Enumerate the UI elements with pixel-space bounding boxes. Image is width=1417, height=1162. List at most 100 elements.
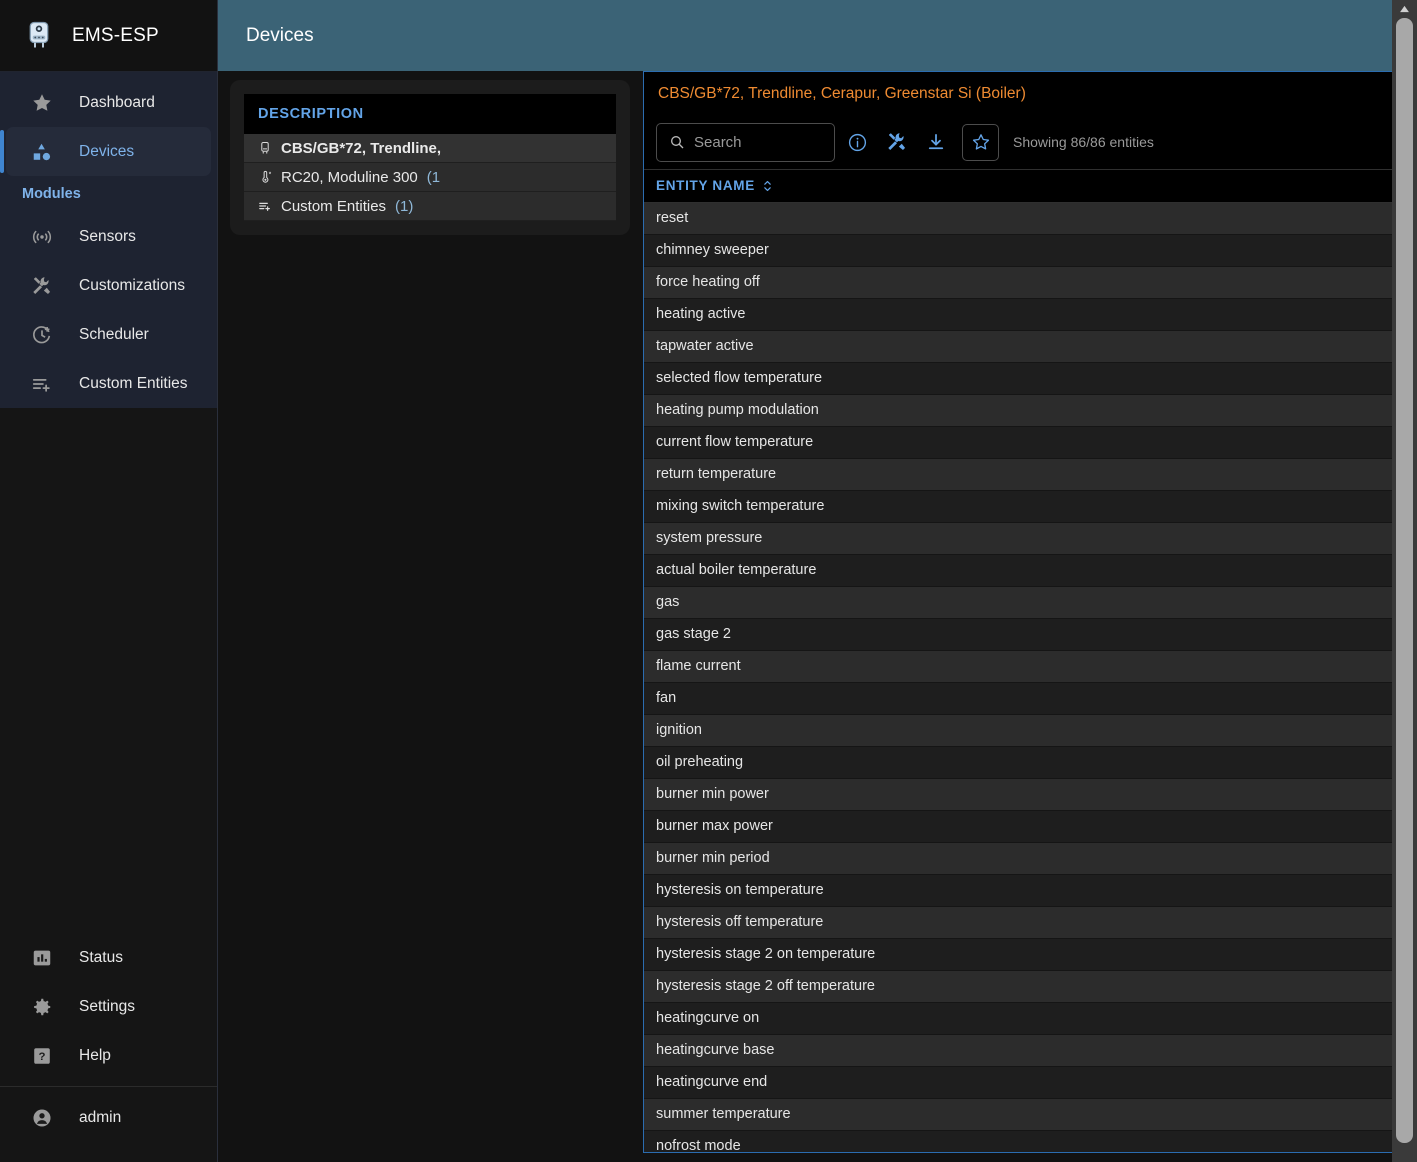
entity-name-cell: gas stage 2: [656, 626, 731, 643]
table-row[interactable]: mixing switch temperature0,0 °C: [644, 490, 1417, 523]
shapes-icon: [31, 141, 61, 163]
table-row[interactable]: chimney sweeper: [644, 234, 1417, 267]
sidebar-item-help[interactable]: ? Help: [6, 1031, 211, 1080]
help-icon: ?: [31, 1045, 61, 1067]
tools-icon[interactable]: [880, 126, 913, 159]
sidebar-item-devices[interactable]: Devices: [0, 127, 211, 176]
search-icon: [669, 134, 685, 150]
table-row[interactable]: return temperature51,8 °C: [644, 458, 1417, 491]
entities-table-body: reset chimney sweeper force heating offoff…: [644, 202, 1417, 1152]
device-entities-dialog: CBS/GB*72, Trendline, Cerapur, Greenstar…: [643, 71, 1417, 1153]
table-row[interactable]: ignitionoff: [644, 714, 1417, 747]
entity-name-cell: burner min power: [656, 786, 769, 803]
entity-name-cell: hysteresis off temperature: [656, 914, 824, 931]
topbar: Devices: [218, 0, 1417, 72]
gear-icon: [31, 996, 61, 1018]
chart-bar-icon: [31, 947, 61, 969]
page-title: Devices: [246, 24, 314, 46]
table-row[interactable]: selected flow temperature65,0 °C: [644, 362, 1417, 395]
table-row[interactable]: system pressure1,9 bar: [644, 522, 1417, 555]
table-row[interactable]: burner min period10 minutes: [644, 842, 1417, 875]
table-row[interactable]: heatingcurve onoff: [644, 1002, 1417, 1035]
table-row[interactable]: gason: [644, 586, 1417, 619]
table-row[interactable]: reset: [644, 202, 1417, 235]
boiler-icon: [24, 19, 58, 53]
main-area: Devices DESCRIPTION CBS/GB*72, Trendline…: [218, 0, 1417, 1162]
boiler-device-icon: [258, 140, 272, 156]
device-list-item-label: Custom Entities: [281, 197, 387, 215]
table-row[interactable]: heatingcurve base0,0 °C: [644, 1034, 1417, 1067]
scroll-up-arrow-icon[interactable]: [1392, 0, 1417, 17]
device-list-item-custom-entities[interactable]: Custom Entities (1): [244, 192, 616, 221]
device-list-card: DESCRIPTION CBS/GB*72, Trendline,: [230, 80, 630, 235]
table-row[interactable]: flame current32,5 µA: [644, 650, 1417, 683]
device-list-item-label: RC20, Moduline 300: [281, 168, 418, 186]
download-icon[interactable]: [919, 126, 952, 159]
sidebar-item-account[interactable]: admin: [6, 1093, 211, 1142]
table-row[interactable]: heating pump modulation58 %: [644, 394, 1417, 427]
table-row[interactable]: heatingcurve end0,0 °C: [644, 1066, 1417, 1099]
entity-name-cell: current flow temperature: [656, 434, 814, 451]
table-row[interactable]: fanon: [644, 682, 1417, 715]
entity-name-cell: mixing switch temperature: [656, 498, 825, 515]
thermostat-icon: [258, 169, 272, 185]
sort-arrows-icon: [762, 178, 773, 194]
table-row[interactable]: tapwater activeoff: [644, 330, 1417, 363]
entity-name-cell: system pressure: [656, 530, 763, 547]
table-row[interactable]: summer temperature0,0 °C: [644, 1098, 1417, 1131]
sidebar-item-label: Scheduler: [79, 325, 149, 343]
device-list-header: DESCRIPTION: [244, 94, 616, 134]
sidebar-item-custom-entities[interactable]: Custom Entities: [6, 359, 211, 408]
table-row[interactable]: oil preheatingoff: [644, 746, 1417, 779]
entity-name-cell: actual boiler temperature: [656, 562, 817, 579]
device-list-item-thermostat[interactable]: RC20, Moduline 300 (1: [244, 163, 616, 192]
search-box[interactable]: [656, 122, 835, 162]
star-outline-icon[interactable]: [962, 123, 999, 161]
sidebar-item-label: Customizations: [79, 276, 185, 294]
sidebar-item-dashboard[interactable]: Dashboard: [6, 78, 211, 127]
entity-name-cell: flame current: [656, 658, 741, 675]
scrollbar-thumb[interactable]: [1396, 18, 1413, 1143]
device-list-item-count: (1: [426, 168, 441, 186]
table-row[interactable]: heating activeon: [644, 298, 1417, 331]
entity-name-cell: selected flow temperature: [656, 370, 823, 387]
sidebar: EMS-ESP Dashboard Devices Mo: [0, 0, 218, 1162]
table-row[interactable]: nofrost modeoff: [644, 1130, 1417, 1152]
sidebar-nav-lower: Status Settings ? Help: [0, 933, 217, 1162]
column-header-entity-name[interactable]: ENTITY NAME: [656, 178, 773, 194]
entity-name-cell: hysteresis stage 2 on temperature: [656, 946, 876, 963]
sidebar-account-label: admin: [79, 1108, 122, 1126]
table-row[interactable]: hysteresis off temperature6,0 °C Rel: [644, 906, 1417, 939]
table-row[interactable]: burner max power54 %: [644, 810, 1417, 843]
device-list-item-boiler[interactable]: CBS/GB*72, Trendline,: [244, 134, 616, 163]
table-row[interactable]: force heating offoff: [644, 266, 1417, 299]
sidebar-item-settings[interactable]: Settings: [6, 982, 211, 1031]
account-circle-icon: [31, 1107, 61, 1129]
table-row[interactable]: actual boiler temperature66,0 °C: [644, 554, 1417, 587]
browser-scrollbar[interactable]: [1392, 0, 1417, 1162]
column-label: ENTITY NAME: [656, 178, 755, 194]
brand-header: EMS-ESP: [0, 0, 217, 72]
sidebar-item-sensors[interactable]: Sensors: [6, 212, 211, 261]
entity-name-cell: ignition: [656, 722, 702, 739]
table-row[interactable]: current flow temperature65,0 °C: [644, 426, 1417, 459]
list-plus-icon: [31, 373, 61, 395]
sidebar-item-status[interactable]: Status: [6, 933, 211, 982]
sidebar-item-label: Settings: [79, 997, 136, 1015]
list-plus-icon: [258, 198, 272, 214]
table-row[interactable]: hysteresis stage 2 off temperature0,0 °C…: [644, 970, 1417, 1003]
table-row[interactable]: hysteresis on temperature-6,0 °C Rel: [644, 874, 1417, 907]
sensor-wave-icon: [31, 226, 61, 248]
entity-name-cell: heating pump modulation: [656, 402, 819, 419]
table-row[interactable]: burner min power0 %: [644, 778, 1417, 811]
sidebar-item-customizations[interactable]: Customizations: [6, 261, 211, 310]
table-row[interactable]: hysteresis stage 2 on temperature0,0 °C …: [644, 938, 1417, 971]
sidebar-spacer: [0, 408, 217, 933]
sidebar-item-scheduler[interactable]: Scheduler: [6, 310, 211, 359]
entity-name-cell: oil preheating: [656, 754, 744, 771]
entity-name-cell: hysteresis stage 2 off temperature: [656, 978, 875, 995]
entity-name-cell: hysteresis on temperature: [656, 882, 824, 899]
info-icon[interactable]: [841, 126, 874, 159]
search-input[interactable]: [694, 133, 814, 151]
